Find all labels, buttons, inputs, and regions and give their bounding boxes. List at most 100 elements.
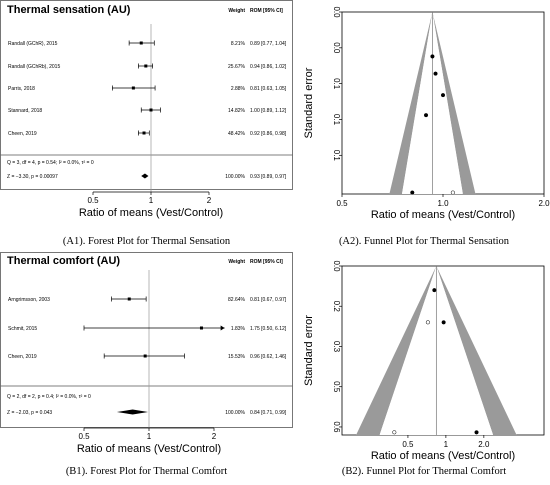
y-tick-label: 0.2 — [332, 301, 341, 313]
summary-diamond — [116, 409, 149, 415]
study-weight: 25.67% — [228, 64, 246, 70]
study-weight: 15.53% — [228, 354, 246, 360]
study-rom: 1.00 [0.89, 1.12] — [250, 108, 287, 114]
point-estimate — [139, 41, 143, 45]
study-label: Cheen, 2019 — [8, 131, 37, 137]
x-tick-label: 1 — [149, 196, 154, 205]
funnel-plot-b2-svg: 0.0 0.2 0.3 0.5 0.6 Standard error 0.5 1 2.0Rati… — [303, 260, 545, 462]
funnel-plot-thermal-comfort: 0.0 0.2 0.3 0.5 0.6 Standard error 0.5 1 2.0 Rati… — [298, 252, 550, 464]
y-tick-label: 0.0 — [332, 6, 341, 18]
y-tick-label: 0.6 — [332, 421, 341, 433]
funnel-plot-thermal-sensation: 0.0 0.0 0.1 0.1 0.1 Standard error 0.5 1.0 2.0 Ra… — [298, 0, 550, 230]
study-point — [433, 71, 438, 76]
study-rom: 0.81 [0.67, 0.97] — [250, 297, 287, 303]
y-tick-label: 0.1 — [332, 114, 341, 126]
overall-test-text: Z = −2.03, p = 0.043 — [7, 410, 52, 416]
heterogeneity-text: Q = 2, df = 2, p = 0.4; I² = 0.0%, τ² = … — [7, 394, 91, 400]
point-estimate — [131, 86, 135, 90]
study-point — [410, 190, 415, 195]
imputed-study-point — [450, 190, 455, 195]
forest-plot-thermal-comfort: Thermal comfort (AU) Weight ROM [95% CI] Ar… — [0, 252, 293, 460]
study-weight: 8.21% — [231, 41, 246, 47]
point-estimate — [127, 297, 131, 301]
study-rom: 0.92 [0.86, 0.98] — [250, 131, 287, 137]
plot-frame — [0, 252, 293, 428]
column-header-rom: ROM [95% CI] — [250, 259, 283, 265]
plot-title: Thermal comfort (AU) — [7, 255, 120, 267]
point-estimate — [199, 326, 203, 330]
study-label: Schmit, 2015 — [8, 326, 37, 332]
x-tick-label: 1 — [444, 440, 449, 449]
x-tick-label: 0.5 — [402, 440, 414, 449]
heterogeneity-text: Q = 3, df = 4, p = 0.54; I² = 0.0%, τ² =… — [7, 160, 94, 166]
x-tick-label: 2.0 — [538, 199, 550, 208]
overall-weight: 100.00% — [225, 410, 245, 416]
forest-plot-b1-svg: Thermal comfort (AU) Weight ROM [95% CI] Ar… — [0, 252, 293, 455]
overall-rom: 0.84 [0.71, 0.99] — [250, 410, 287, 416]
imputed-study-point — [392, 430, 397, 435]
x-tick-label: 1.0 — [437, 199, 449, 208]
study-weight: 1.83% — [231, 326, 246, 332]
funnel-region-right — [432, 12, 476, 194]
column-header-weight: Weight — [228, 8, 245, 14]
x-axis-label: Ratio of means (Vest/Control) — [79, 207, 223, 219]
plot-frame — [0, 0, 293, 190]
forest-plot-a1-svg: Thermal sensation (AU) Weight ROM [95% CI]… — [0, 0, 293, 219]
study-label: Arngrimsson, 2003 — [8, 297, 50, 303]
study-label: Stannard, 2018 — [8, 108, 42, 114]
plot-title: Thermal sensation (AU) — [7, 4, 131, 16]
study-rom: 0.89 [0.77, 1.04] — [250, 41, 287, 47]
study-rom: 0.94 [0.86, 1.02] — [250, 64, 287, 70]
study-label: Randall (GChRb), 2015 — [8, 64, 60, 70]
y-tick-label: 0.0 — [332, 260, 341, 272]
x-tick-label: 0.5 — [336, 199, 348, 208]
point-estimate — [144, 64, 148, 68]
point-estimate — [143, 354, 147, 358]
overall-test-text: Z = −3.30, p = 0.00097 — [7, 174, 58, 180]
study-point — [440, 93, 446, 98]
study-point — [430, 54, 435, 59]
point-estimate — [142, 131, 146, 135]
y-tick-label: 0.0 — [332, 42, 341, 54]
y-axis-label: Standard error — [303, 315, 315, 386]
study-rom: 1.75 [0.50, 6.12] — [250, 326, 287, 332]
column-header-rom: ROM [95% CI] — [250, 8, 283, 14]
x-tick-label: 2 — [207, 196, 212, 205]
column-header-weight: Weight — [228, 259, 245, 265]
y-tick-label: 0.3 — [332, 341, 341, 353]
study-weight: 14.82% — [228, 108, 246, 114]
point-estimate — [149, 108, 153, 112]
study-weight: 82.64% — [228, 297, 246, 303]
x-tick-label: 1 — [147, 432, 152, 441]
x-tick-label: 2 — [212, 432, 217, 441]
funnel-plot-a2-svg: 0.0 0.0 0.1 0.1 0.1 Standard error 0.5 1.0 2.0 Ra… — [303, 6, 550, 221]
study-label: Randall (GChR), 2015 — [8, 41, 58, 47]
study-rom: 0.96 [0.62, 1.46] — [250, 354, 287, 360]
caption-b1: (B1). Forest Plot for Thermal Comfort — [65, 466, 228, 477]
study-point — [432, 288, 437, 293]
study-rom: 0.81 [0.63, 1.05] — [250, 86, 287, 92]
x-tick-label: 2.0 — [478, 440, 490, 449]
caption-b2: (B2). Funnel Plot for Thermal Comfort — [341, 466, 507, 477]
x-axis-label: Ratio of means (Vest/Control) — [371, 450, 515, 462]
study-weight: 48.42% — [228, 131, 246, 137]
y-tick-label: 0.1 — [332, 150, 341, 162]
ci-arrow — [220, 325, 225, 331]
study-label: Parris, 2018 — [8, 86, 35, 92]
study-point — [474, 430, 479, 435]
x-axis-label: Ratio of means (Vest/Control) — [77, 443, 221, 455]
x-tick-label: 0.5 — [78, 432, 90, 441]
caption-a1: (A1). Forest Plot for Thermal Sensation — [62, 236, 231, 247]
study-weight: 2.88% — [231, 86, 246, 92]
study-point — [423, 113, 429, 118]
forest-plot-thermal-sensation: Thermal sensation (AU) Weight ROM [95% CI]… — [0, 0, 293, 222]
overall-weight: 100.00% — [225, 174, 245, 180]
y-axis-label: Standard error — [303, 67, 315, 138]
study-point — [441, 320, 446, 325]
y-tick-label: 0.1 — [332, 78, 341, 90]
imputed-study-point — [425, 320, 430, 325]
y-tick-label: 0.5 — [332, 381, 341, 393]
caption-a2: (A2). Funnel Plot for Thermal Sensation — [338, 236, 510, 247]
overall-rom: 0.93 [0.89, 0.97] — [250, 174, 287, 180]
study-label: Cheen, 2019 — [8, 354, 37, 360]
